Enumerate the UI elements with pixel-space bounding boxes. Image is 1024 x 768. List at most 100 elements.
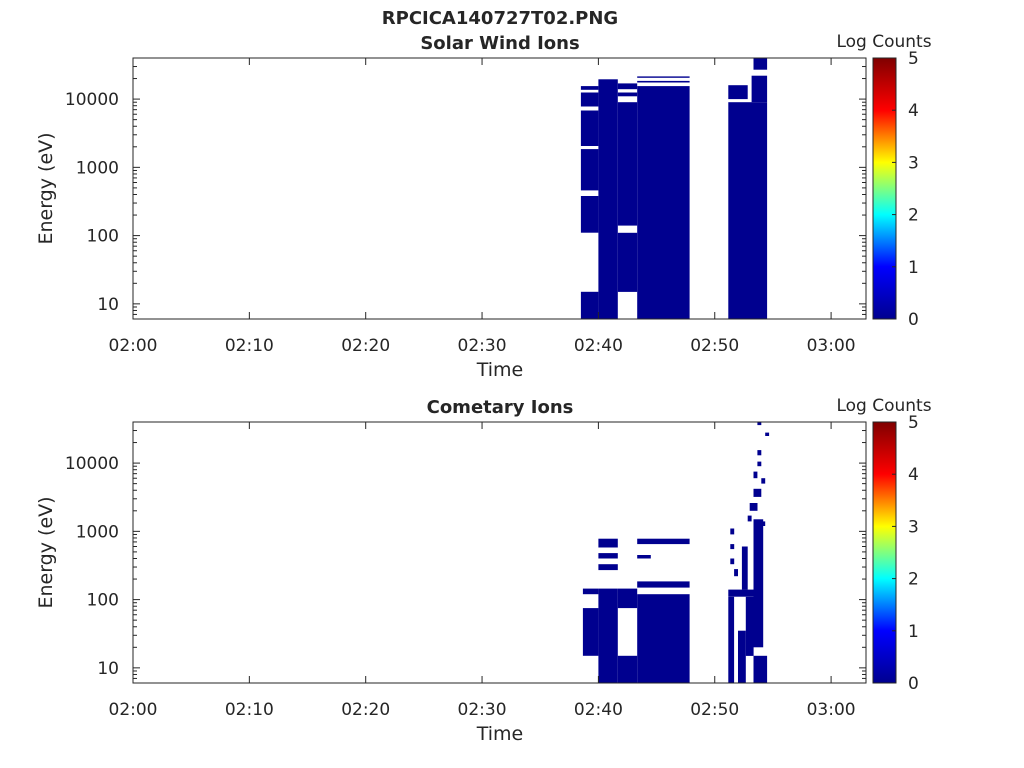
data-cell — [741, 546, 748, 590]
data-cell — [637, 86, 690, 319]
data-cell — [580, 291, 599, 319]
data-cell — [730, 528, 735, 535]
colorbar-tick-label: 5 — [908, 49, 919, 69]
data-cell — [728, 596, 735, 683]
colorbar-tick-label: 2 — [908, 570, 919, 590]
data-cell — [617, 588, 638, 609]
colorbar-tick-label: 3 — [908, 153, 919, 173]
data-cell — [728, 102, 768, 319]
data-cell — [728, 589, 754, 597]
data-cell — [598, 588, 618, 683]
data-cell — [730, 558, 735, 565]
data-cell — [753, 488, 762, 497]
plot-frame — [132, 57, 867, 320]
data-cell — [745, 596, 754, 656]
colorbar-tick-label: 1 — [908, 258, 919, 278]
data-cell — [637, 594, 690, 683]
data-cells — [580, 58, 768, 319]
panel-title: Cometary Ions — [427, 397, 574, 418]
x-tick-label: 02:50 — [690, 336, 739, 356]
data-cell — [580, 196, 599, 233]
colorbar-tick-label: 2 — [908, 206, 919, 226]
data-cell — [598, 79, 618, 319]
data-cell — [749, 503, 758, 511]
data-cell — [617, 83, 638, 90]
data-cell — [617, 655, 638, 683]
x-tick-label: 02:50 — [690, 700, 739, 720]
y-tick-label: 10 — [97, 659, 119, 679]
data-cell — [757, 521, 766, 526]
data-cell — [582, 608, 599, 656]
colorbar-tick-label: 0 — [908, 310, 919, 330]
panel-solar-wind: Solar Wind Ions 02:00 02:10 02:20 02:30 02:40… — [35, 32, 932, 381]
data-cell — [738, 630, 746, 683]
data-cell — [637, 555, 651, 559]
y-tick-label: 100 — [87, 591, 119, 611]
x-tick-label: 02:00 — [109, 336, 158, 356]
data-cell — [757, 450, 762, 456]
plot-frame — [132, 421, 867, 684]
x-tick-label: 02:20 — [341, 700, 390, 720]
y-tick-label: 1000 — [76, 522, 119, 542]
data-cell — [598, 564, 618, 571]
colorbar-tick-label: 4 — [908, 101, 919, 121]
data-cell — [747, 515, 752, 522]
data-cell — [730, 544, 735, 550]
data-cell — [580, 92, 599, 107]
data-cells — [582, 422, 770, 683]
x-tick-label: 02:00 — [109, 700, 158, 720]
data-cell — [637, 76, 690, 78]
data-cell — [598, 538, 618, 548]
colorbar — [872, 421, 897, 684]
data-cell — [580, 86, 599, 90]
y-tick-label: 1000 — [76, 158, 119, 178]
data-cell — [757, 422, 762, 426]
data-cell — [580, 110, 599, 146]
colorbar-tick-label: 0 — [908, 674, 919, 694]
data-cell — [580, 149, 599, 191]
data-cell — [753, 471, 758, 479]
data-cell — [728, 85, 748, 100]
x-axis-title: Time — [476, 723, 524, 745]
colorbar-tick-label: 4 — [908, 465, 919, 485]
data-cell — [617, 232, 638, 292]
x-tick-label: 02:30 — [458, 700, 507, 720]
data-cell — [582, 588, 599, 595]
figure-title: RPCICA140727T02.PNG — [382, 8, 618, 29]
y-tick-label: 100 — [87, 227, 119, 247]
y-tick-label: 10000 — [65, 454, 119, 474]
x-tick-label: 02:40 — [574, 700, 623, 720]
data-cell — [637, 538, 690, 545]
x-tick-label: 02:30 — [458, 336, 507, 356]
colorbar-title: Log Counts — [836, 32, 931, 52]
data-cell — [753, 58, 768, 70]
colorbar — [872, 57, 897, 320]
data-cell — [598, 553, 618, 559]
data-cell — [637, 581, 690, 588]
data-cell — [637, 80, 690, 83]
y-axis-title: Energy (eV) — [35, 496, 57, 608]
x-tick-label: 02:40 — [574, 336, 623, 356]
data-cell — [734, 569, 738, 577]
panel-title: Solar Wind Ions — [420, 33, 579, 54]
y-axis-title: Energy (eV) — [35, 132, 57, 244]
data-cell — [765, 432, 770, 436]
x-tick-label: 02:10 — [225, 336, 274, 356]
x-tick-label: 03:00 — [807, 336, 856, 356]
data-cell — [761, 478, 766, 484]
x-axis-title: Time — [476, 359, 524, 381]
data-cell — [617, 92, 638, 97]
data-cell — [753, 519, 764, 648]
data-cell — [751, 75, 768, 103]
colorbar-tick-label: 3 — [908, 517, 919, 537]
colorbar-title: Log Counts — [836, 396, 931, 416]
x-tick-label: 02:10 — [225, 700, 274, 720]
data-cell — [757, 461, 762, 467]
x-tick-label: 03:00 — [807, 700, 856, 720]
data-cell — [753, 655, 768, 683]
x-tick-label: 02:20 — [341, 336, 390, 356]
data-cell — [617, 102, 638, 226]
colorbar-tick-label: 1 — [908, 622, 919, 642]
